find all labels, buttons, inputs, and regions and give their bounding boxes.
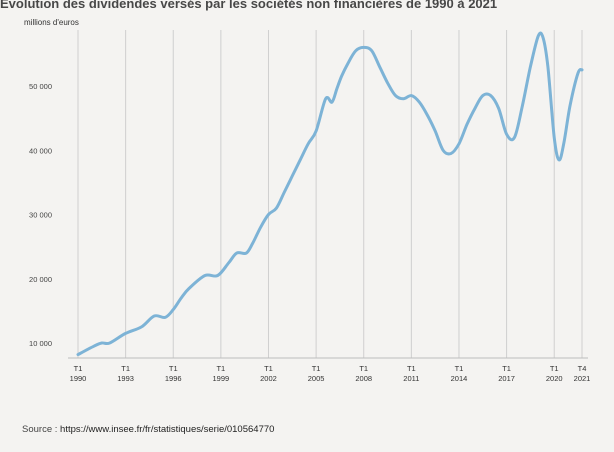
x-tick-labels: T11990T11993T11996T11999T12002T12005T120… [70, 364, 591, 383]
x-tick-year: 2011 [403, 374, 419, 383]
x-tick-year: 2008 [355, 374, 372, 383]
x-tick-quarter: T1 [550, 364, 559, 373]
x-tick-year: 2021 [574, 374, 591, 383]
x-tick-year: 2017 [498, 374, 515, 383]
x-tick-year: 2005 [308, 374, 325, 383]
x-tick-year: 1990 [70, 374, 87, 383]
x-tick-quarter: T1 [359, 364, 368, 373]
x-tick-year: 2002 [260, 374, 277, 383]
source-note: Source : https://www.insee.fr/fr/statist… [22, 424, 274, 435]
x-tick-year: 2020 [546, 374, 563, 383]
x-tick-year: 2014 [451, 374, 468, 383]
series-group [76, 31, 584, 357]
gridlines [68, 30, 588, 359]
line-chart: millions d'euros 10 000 20 000 30 000 40 00… [0, 12, 614, 400]
series-line [76, 31, 584, 357]
x-tick-quarter: T1 [312, 364, 321, 373]
y-tick-label: 10 000 [29, 339, 52, 348]
source-label: Source : [22, 424, 58, 435]
x-tick-quarter: T4 [578, 364, 587, 373]
chart-title: Évolution des dividendes versés par les … [0, 0, 498, 11]
x-tick-quarter: T1 [264, 364, 273, 373]
chart-container: millions d'euros 10 000 20 000 30 000 40 00… [0, 12, 614, 400]
y-tick-label: 40 000 [29, 146, 52, 155]
x-tick-quarter: T1 [169, 364, 178, 373]
source-link[interactable]: https://www.insee.fr/fr/statistiques/ser… [60, 424, 275, 435]
x-tick-quarter: T1 [74, 364, 83, 373]
x-tick-quarter: T1 [216, 364, 225, 373]
plot-background [0, 12, 614, 400]
y-axis-label: millions d'euros [24, 18, 79, 27]
y-tick-label: 30 000 [29, 211, 52, 220]
x-tick-quarter: T1 [407, 364, 416, 373]
y-tick-label: 50 000 [29, 82, 52, 91]
x-tick-year: 1993 [117, 374, 134, 383]
x-tick-year: 1996 [165, 374, 182, 383]
x-tick-year: 1999 [213, 374, 230, 383]
x-tick-quarter: T1 [455, 364, 464, 373]
x-tick-quarter: T1 [121, 364, 130, 373]
x-tick-quarter: T1 [502, 364, 511, 373]
y-tick-labels: 10 000 20 000 30 000 40 000 50 000 [29, 82, 52, 348]
y-tick-label: 20 000 [29, 275, 52, 284]
